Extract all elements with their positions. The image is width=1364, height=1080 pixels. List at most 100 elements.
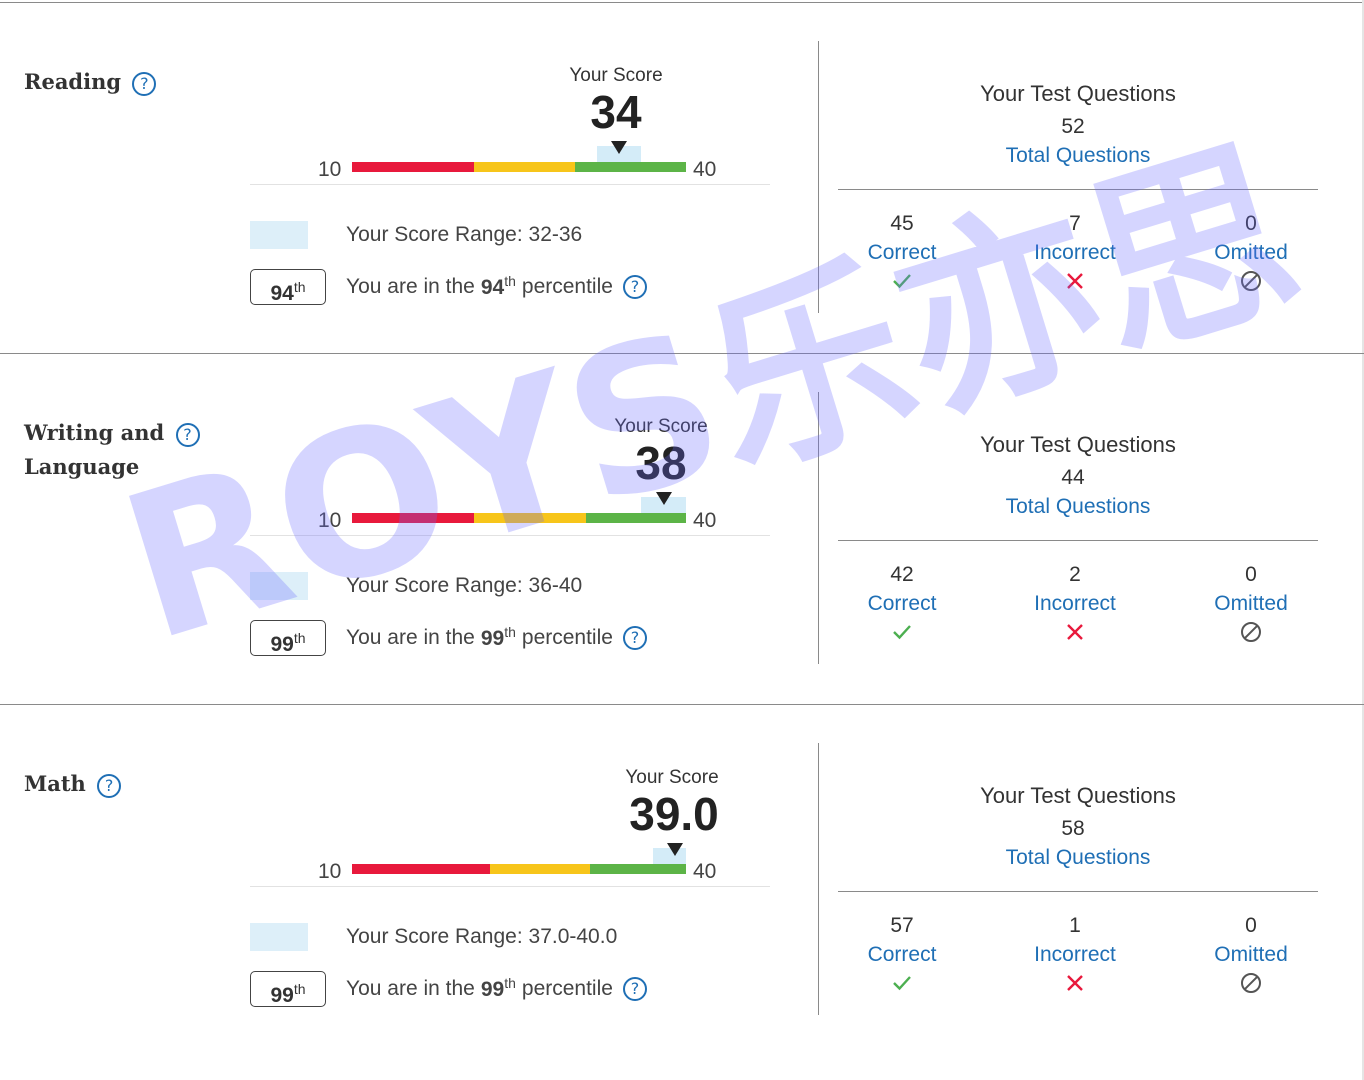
score-bar <box>352 162 686 172</box>
omitted-icon <box>1166 268 1336 294</box>
section-title-line-2: Language <box>24 454 140 479</box>
section-title-line-1: Reading <box>24 69 122 94</box>
bar-segment-low <box>352 864 491 874</box>
stat-incorrect: 2 Incorrect <box>990 561 1160 645</box>
bar-segment-high <box>574 162 686 172</box>
percentile-before: You are in the <box>346 274 475 298</box>
percentile-badge-suffix: th <box>293 981 306 997</box>
stat-correct: 57 Correct <box>817 912 987 996</box>
score-value: 34 <box>590 86 642 138</box>
range-prefix: Your Score Range: <box>346 574 529 597</box>
help-icon[interactable]: ? <box>175 422 200 447</box>
stat-omitted: 0 Omitted <box>1166 210 1336 294</box>
score-bar <box>352 864 686 874</box>
scale-max: 40 <box>693 509 717 532</box>
correct-count: 57 <box>890 914 914 937</box>
correct-label: Correct <box>867 592 937 615</box>
total-questions-label: Total Questions <box>1005 495 1151 518</box>
score-value: 39.0 <box>629 788 719 840</box>
percentile-badge-value: 99 <box>270 633 294 656</box>
questions-total: 52 <box>1061 115 1085 138</box>
section-title: Writing and ? Language <box>24 416 224 484</box>
correct-label: Correct <box>867 241 937 264</box>
percentile-suffix: th <box>504 975 516 991</box>
section-writing-language: Writing and ? Language Your Score 38 10 … <box>0 354 1364 705</box>
percentile-after: percentile <box>521 625 613 649</box>
omitted-count: 0 <box>1245 914 1257 937</box>
percentile-badge: 99th <box>250 620 326 656</box>
correct-count: 45 <box>890 212 914 235</box>
percentile-badge-suffix: th <box>293 279 306 295</box>
scale-min: 10 <box>318 158 342 181</box>
section-math: Math ? Your Score 39.0 10 40 Your Score … <box>0 705 1364 1056</box>
score-divider <box>250 886 770 887</box>
percentile-number: 99 <box>480 627 505 650</box>
percentile-badge-value: 94 <box>270 282 294 305</box>
incorrect-count: 7 <box>1069 212 1081 235</box>
range-value: 32-36 <box>528 223 583 246</box>
score-range-text: Your Score Range: 37.0-40.0 <box>346 925 617 949</box>
correct-count: 42 <box>890 563 914 586</box>
bar-segment-mid <box>474 513 586 523</box>
questions-title: Your Test Questions <box>980 81 1176 106</box>
section-reading: Reading ? Your Score 34 10 40 Your Score… <box>0 3 1364 354</box>
range-value: 37.0-40.0 <box>528 925 618 948</box>
percentile-after: percentile <box>521 976 613 1000</box>
your-score-label: Your Score <box>625 767 719 788</box>
your-score-label: Your Score <box>569 65 663 86</box>
questions-divider <box>838 189 1318 190</box>
omitted-label: Omitted <box>1214 592 1288 615</box>
bar-segment-low <box>352 513 475 523</box>
stat-incorrect: 7 Incorrect <box>990 210 1160 294</box>
stat-omitted: 0 Omitted <box>1166 561 1336 645</box>
column-divider <box>818 743 819 1015</box>
percentile-badge: 94th <box>250 269 326 305</box>
omitted-icon <box>1166 970 1336 996</box>
help-icon[interactable]: ? <box>622 274 647 299</box>
check-icon <box>817 970 987 996</box>
percentile-badge-value: 99 <box>270 984 294 1007</box>
stat-incorrect: 1 Incorrect <box>990 912 1160 996</box>
bar-segment-high <box>590 864 686 874</box>
incorrect-count: 1 <box>1069 914 1081 937</box>
right-edge-border <box>1362 0 1364 1080</box>
help-icon[interactable]: ? <box>622 976 647 1001</box>
percentile-before: You are in the <box>346 625 475 649</box>
range-legend-swatch <box>250 221 308 249</box>
help-icon[interactable]: ? <box>132 71 157 96</box>
bar-segment-high <box>585 513 686 523</box>
questions-total: 44 <box>1061 466 1085 489</box>
omitted-count: 0 <box>1245 563 1257 586</box>
percentile-value: 99th <box>481 624 516 651</box>
incorrect-label: Incorrect <box>1034 241 1116 264</box>
column-divider <box>818 392 819 664</box>
stat-correct: 45 Correct <box>817 210 987 294</box>
percentile-text: You are in the 94th percentile ? <box>346 273 647 300</box>
help-icon[interactable]: ? <box>97 773 122 798</box>
percentile-text: You are in the 99th percentile ? <box>346 624 647 651</box>
bar-segment-mid <box>490 864 591 874</box>
percentile-number: 94 <box>480 276 505 299</box>
score-range-highlight <box>641 497 686 513</box>
section-title: Reading ? <box>24 65 224 99</box>
help-icon[interactable]: ? <box>622 625 647 650</box>
scale-max: 40 <box>693 158 717 181</box>
stat-omitted: 0 Omitted <box>1166 912 1336 996</box>
omitted-label: Omitted <box>1214 241 1288 264</box>
range-value: 36-40 <box>528 574 583 597</box>
percentile-text: You are in the 99th percentile ? <box>346 975 647 1002</box>
percentile-badge: 99th <box>250 971 326 1007</box>
top-divider <box>0 2 1364 3</box>
omitted-count: 0 <box>1245 212 1257 235</box>
section-title-line-1: Writing and <box>24 420 165 445</box>
column-divider <box>818 41 819 313</box>
percentile-value: 94th <box>481 273 516 300</box>
incorrect-label: Incorrect <box>1034 943 1116 966</box>
questions-divider <box>838 540 1318 541</box>
section-separator <box>0 704 1364 705</box>
omitted-icon <box>1166 619 1336 645</box>
section-title: Math ? <box>24 767 224 801</box>
questions-total: 58 <box>1061 817 1085 840</box>
total-questions-label: Total Questions <box>1005 846 1151 869</box>
omitted-label: Omitted <box>1214 943 1288 966</box>
